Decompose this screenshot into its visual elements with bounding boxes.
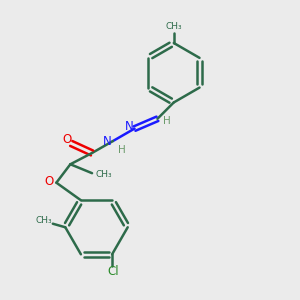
Text: N: N <box>103 135 111 148</box>
Text: O: O <box>44 175 54 188</box>
Text: CH₃: CH₃ <box>95 170 112 179</box>
Text: H: H <box>163 116 171 126</box>
Text: H: H <box>118 145 126 155</box>
Text: CH₃: CH₃ <box>166 22 182 31</box>
Text: O: O <box>62 133 71 146</box>
Text: Cl: Cl <box>108 265 119 278</box>
Text: CH₃: CH₃ <box>36 216 52 225</box>
Text: N: N <box>125 120 134 133</box>
